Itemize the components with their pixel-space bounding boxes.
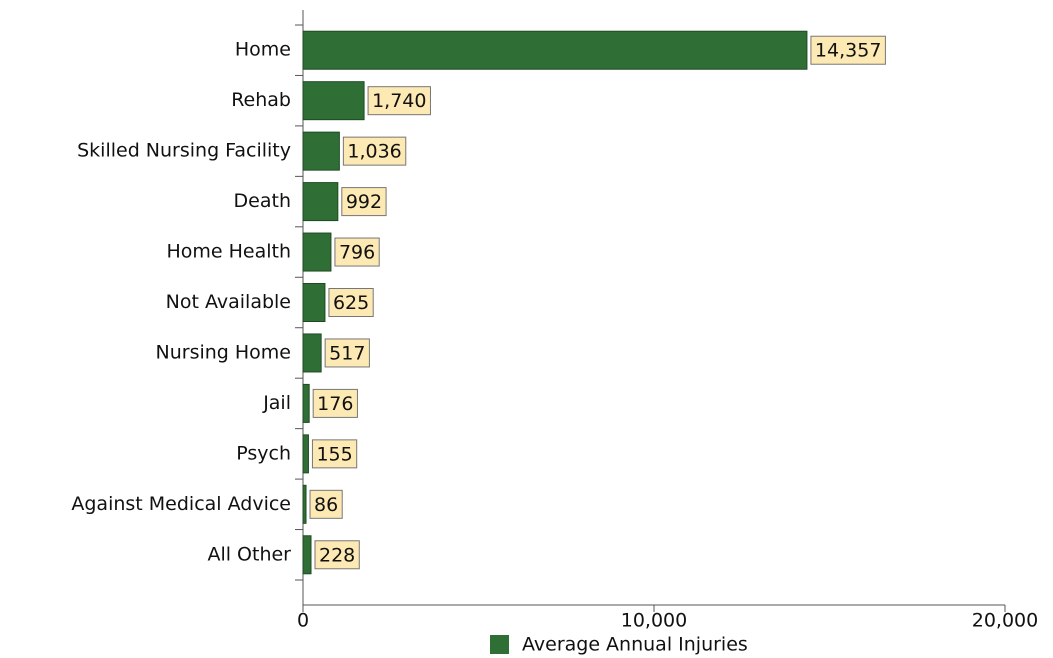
value-label: 517 — [329, 342, 365, 364]
value-label-box — [810, 35, 886, 65]
value-label-box — [334, 237, 380, 267]
value-label: 992 — [346, 191, 382, 213]
value-label: 14,357 — [815, 40, 881, 62]
value-label-box — [342, 136, 407, 166]
y-tick-label: Nursing Home — [156, 341, 292, 363]
value-label-box — [341, 187, 387, 217]
x-tick-label: 20,000 — [972, 610, 1038, 632]
value-label: 1,036 — [347, 141, 401, 163]
y-tick-label: Skilled Nursing Facility — [77, 140, 291, 162]
bar — [302, 131, 340, 171]
value-label: 796 — [339, 242, 375, 264]
value-label: 1,740 — [372, 90, 426, 112]
value-label-box — [367, 86, 431, 116]
value-label-box — [314, 540, 360, 570]
bar — [302, 232, 332, 272]
x-tick-label: 0 — [297, 610, 309, 632]
bar — [302, 333, 322, 373]
bar — [302, 535, 312, 575]
y-tick-label: Jail — [262, 392, 291, 414]
bar — [302, 283, 326, 322]
bar — [302, 383, 310, 423]
legend-label: Average Annual Injuries — [522, 634, 748, 656]
value-label: 86 — [314, 494, 338, 516]
value-label-box — [312, 388, 358, 418]
y-tick-label: All Other — [207, 543, 291, 565]
value-label-box — [328, 288, 374, 317]
x-tick-label: 10,000 — [621, 610, 687, 632]
y-tick-label: Rehab — [231, 89, 291, 111]
y-tick-label: Against Medical Advice — [71, 493, 291, 515]
value-label: 228 — [319, 544, 355, 566]
value-label-box — [309, 489, 343, 519]
bar — [302, 434, 309, 474]
y-tick-label: Psych — [236, 442, 291, 464]
value-label: 176 — [317, 393, 353, 415]
value-label-box — [311, 439, 358, 469]
y-tick-label: Death — [234, 190, 291, 212]
bar — [302, 30, 808, 70]
y-tick-label: Home — [235, 39, 291, 61]
value-label-box — [324, 338, 370, 368]
bar — [302, 182, 339, 222]
y-tick-label: Home Health — [166, 241, 291, 263]
bar — [302, 81, 365, 121]
bar — [302, 484, 307, 524]
value-label: 625 — [333, 292, 369, 314]
value-label: 155 — [316, 443, 352, 465]
y-tick-label: Not Available — [166, 291, 291, 313]
legend-swatch — [490, 635, 509, 654]
